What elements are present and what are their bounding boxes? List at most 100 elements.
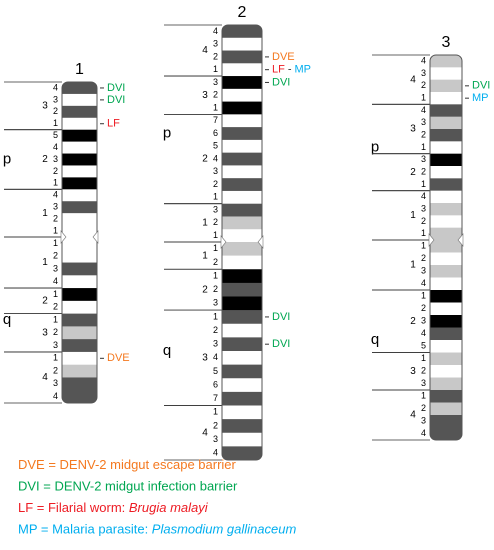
band-label: 1 <box>421 179 426 189</box>
band-label: 1 <box>53 118 58 128</box>
band <box>222 50 262 64</box>
chromosome-body <box>222 25 262 460</box>
band <box>222 405 262 420</box>
band <box>62 275 97 289</box>
marker-label: LF <box>107 118 120 130</box>
band <box>222 364 262 379</box>
band <box>430 55 462 68</box>
region-label: 4 <box>410 410 416 421</box>
marker-label: LF <box>272 64 285 76</box>
band-label: 3 <box>53 202 58 212</box>
band <box>62 300 97 314</box>
band <box>430 227 462 241</box>
band-label: 3 <box>213 339 218 349</box>
band-label: 6 <box>213 128 218 138</box>
band-label: 2 <box>213 51 218 61</box>
chromosome-outline <box>429 54 463 441</box>
band <box>430 92 462 105</box>
band <box>430 265 462 278</box>
marker-label: DVI <box>272 338 290 350</box>
band <box>430 240 462 253</box>
marker-label: MP <box>295 64 312 76</box>
legend-entry: LF = Filarial worm: Brugia malayi <box>18 500 209 515</box>
region-label: 1 <box>410 210 416 221</box>
region-label: 3 <box>42 100 48 111</box>
band-label: 3 <box>213 77 218 87</box>
arm-label: q <box>3 311 11 328</box>
band <box>222 114 262 128</box>
band <box>430 402 462 416</box>
band <box>62 141 97 154</box>
band <box>430 190 462 204</box>
band <box>222 152 262 166</box>
band-label: 4 <box>421 428 426 438</box>
band-label: 1 <box>421 93 426 103</box>
band <box>222 190 262 205</box>
band <box>222 351 262 365</box>
band-label: 4 <box>53 391 58 401</box>
band <box>430 79 462 93</box>
band-label: 1 <box>421 142 426 152</box>
band <box>430 327 462 341</box>
band-label: 3 <box>421 68 426 78</box>
legend-entry: DVI = DENV-2 midgut infection barrier <box>18 479 238 494</box>
band-label: 2 <box>421 167 426 177</box>
centromere-notch <box>220 235 227 249</box>
band <box>222 101 262 115</box>
region-label: 4 <box>42 372 48 383</box>
band-label: 2 <box>421 303 426 313</box>
legend-entry: DVE = DENV-2 midgut escape barrier <box>18 457 237 472</box>
centromere-notch <box>60 230 67 244</box>
region-label: 3 <box>410 366 416 377</box>
band-label: 5 <box>53 130 58 140</box>
band-label: 1 <box>213 230 218 240</box>
band <box>222 127 262 141</box>
band <box>62 313 97 327</box>
centromere-notch <box>257 235 264 249</box>
legend-entry: MP = Malaria parasite: Plasmodium gallin… <box>18 522 296 537</box>
band <box>430 203 462 216</box>
band <box>222 296 262 311</box>
band-label: 2 <box>213 325 218 335</box>
legend-text: DVE = DENV-2 midgut escape barrier <box>18 457 237 472</box>
band-label: 3 <box>421 316 426 326</box>
band-label: 3 <box>421 378 426 388</box>
band <box>62 93 97 107</box>
region-label: 4 <box>202 427 208 438</box>
band-label: 3 <box>53 378 58 388</box>
band <box>222 419 262 434</box>
band <box>62 189 97 202</box>
band <box>222 139 262 153</box>
centromere-notch <box>92 230 99 244</box>
region-label: 2 <box>42 295 48 306</box>
band-label: 4 <box>421 56 426 66</box>
band <box>430 116 462 130</box>
region-label: 3 <box>42 327 48 338</box>
band-label: 2 <box>421 216 426 226</box>
band <box>62 339 97 353</box>
region-label: 2 <box>410 316 416 327</box>
band-label: 1 <box>421 391 426 401</box>
band-label: 4 <box>213 26 218 36</box>
band <box>430 153 462 167</box>
marker-label: DVI <box>472 80 490 92</box>
region-label: 1 <box>202 250 208 261</box>
band-label: 1 <box>213 192 218 202</box>
band <box>222 37 262 51</box>
band <box>62 225 97 238</box>
band-label: 1 <box>53 238 58 248</box>
legend-text: Brugia malayi <box>129 500 209 515</box>
band-label: 1 <box>213 311 218 321</box>
band <box>62 213 97 226</box>
band-label: 4 <box>53 82 58 92</box>
band-label: 2 <box>53 251 58 261</box>
legend-text: DVI = DENV-2 midgut infection barrier <box>18 479 238 494</box>
band-label: 4 <box>421 191 426 201</box>
band-label: 2 <box>213 257 218 267</box>
band <box>62 82 97 95</box>
band <box>222 282 262 297</box>
arm-label: p <box>3 150 11 167</box>
band <box>62 105 97 119</box>
band <box>430 277 462 291</box>
band <box>62 288 97 302</box>
